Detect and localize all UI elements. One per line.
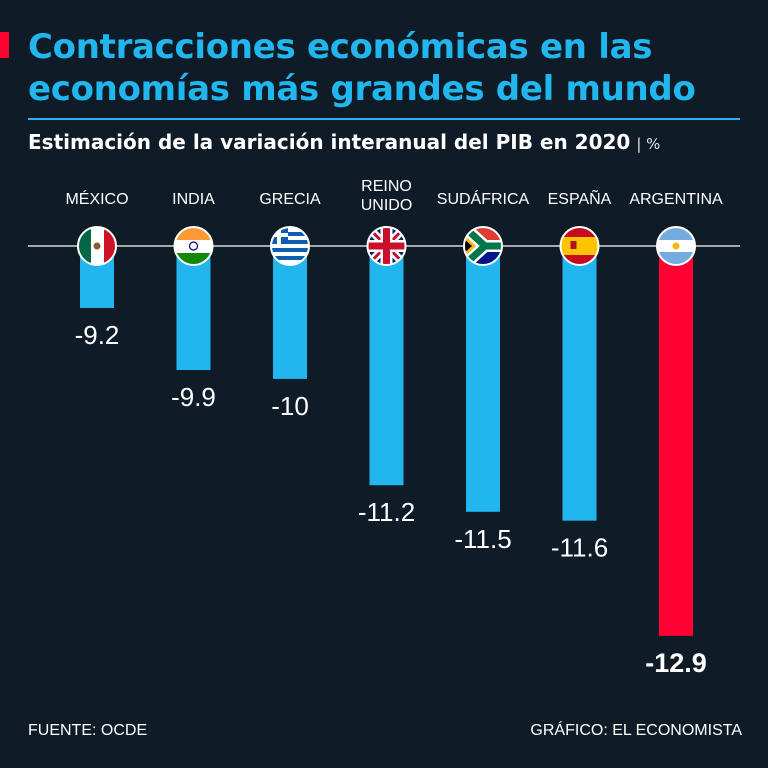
value-label-5: -11.6	[551, 533, 608, 563]
south-africa-flag-icon	[463, 226, 503, 266]
bar-6	[659, 246, 693, 636]
value-label-1: -9.9	[171, 382, 216, 412]
bar-3	[369, 246, 404, 486]
unit-label: | %	[636, 135, 661, 153]
category-label-5: ESPAÑA	[548, 188, 612, 208]
category-label-4: SUDÁFRICA	[437, 189, 530, 208]
value-label-2: -10	[271, 391, 309, 421]
category-label-2: GRECIA	[259, 191, 321, 208]
bar-1	[176, 246, 211, 371]
subtitle-text: Estimación de la variación interanual de…	[28, 130, 631, 154]
uk-flag-icon	[366, 226, 407, 266]
value-label-4: -11.5	[454, 524, 511, 554]
category-label-0: MÉXICO	[65, 189, 128, 208]
title-accent-bar	[0, 32, 9, 58]
chart-title: Contracciones económicas en las economía…	[28, 27, 696, 109]
category-label-6: ARGENTINA	[629, 191, 723, 208]
india-flag-icon	[173, 226, 214, 266]
category-label-3: REINO UNIDO	[361, 178, 413, 214]
bar-2	[273, 246, 307, 379]
mexico-flag-icon	[77, 226, 117, 266]
spain-flag-icon	[559, 226, 600, 266]
source-note: FUENTE: OCDE	[28, 722, 148, 739]
greece-flag-icon	[270, 226, 310, 266]
value-label-6: -12.9	[645, 648, 707, 678]
credit-note: GRÁFICO: EL ECONOMISTA	[530, 722, 742, 739]
argentina-flag-icon	[656, 226, 696, 266]
chart-subtitle: Estimación de la variación interanual de…	[28, 128, 660, 158]
title-divider	[28, 118, 740, 120]
bar-5	[562, 246, 597, 521]
bar-4	[466, 246, 500, 512]
value-label-0: -9.2	[75, 320, 120, 350]
value-label-3: -11.2	[358, 497, 415, 527]
category-label-1: INDIA	[172, 191, 215, 208]
